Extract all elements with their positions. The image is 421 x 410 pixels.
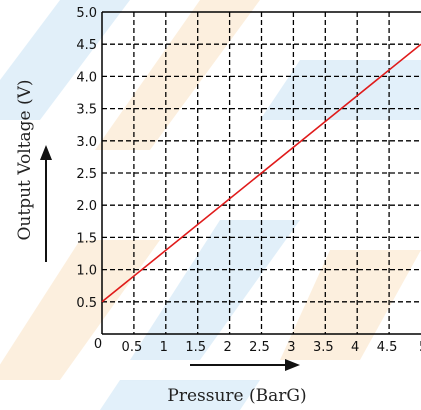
- x-tick-label: 2.5: [249, 340, 270, 355]
- x-tick-label: 3.5: [313, 340, 334, 355]
- x-tick-labels: 0 0.5 1 1.5 2 2.5 3 3.5 4 4.5 5: [94, 337, 421, 355]
- y-tick-label: 4.5: [76, 38, 97, 53]
- x-axis-title: Pressure (BarG): [167, 386, 306, 406]
- x-tick-label: 1.5: [185, 340, 206, 355]
- y-tick-label: 3.0: [76, 135, 97, 150]
- x-tick-label: 2: [223, 340, 231, 355]
- y-tick-label: 2.0: [76, 199, 97, 214]
- x-tick-label: 1: [160, 340, 168, 355]
- series-group: [101, 43, 421, 303]
- y-tick-labels: 0.5 1.0 1.5 2.0 2.5 3.0 3.5 4.0 4.5 5.0: [76, 6, 97, 311]
- x-tick-label: 5: [419, 340, 421, 355]
- series-line: [101, 43, 421, 303]
- y-tick-label: 1.5: [76, 231, 97, 246]
- axes: [101, 11, 421, 335]
- y-tick-label: 0.5: [76, 296, 97, 311]
- x-tick-label: 4: [351, 340, 359, 355]
- y-tick-label: 2.5: [76, 167, 97, 182]
- y-tick-label: 4.0: [76, 70, 97, 85]
- x-tick-label: 4.5: [377, 340, 398, 355]
- x-axis-arrow: [190, 359, 300, 371]
- x-tick-label: 3: [287, 340, 295, 355]
- y-axis-title: Output Voltage (V): [15, 79, 35, 240]
- x-tick-label: 0.5: [122, 340, 143, 355]
- y-tick-label: 5.0: [76, 6, 97, 21]
- x-tick-label: 0: [94, 337, 102, 352]
- y-axis-arrow: [40, 145, 52, 262]
- y-tick-label: 3.5: [76, 103, 97, 118]
- y-tick-label: 1.0: [76, 264, 97, 279]
